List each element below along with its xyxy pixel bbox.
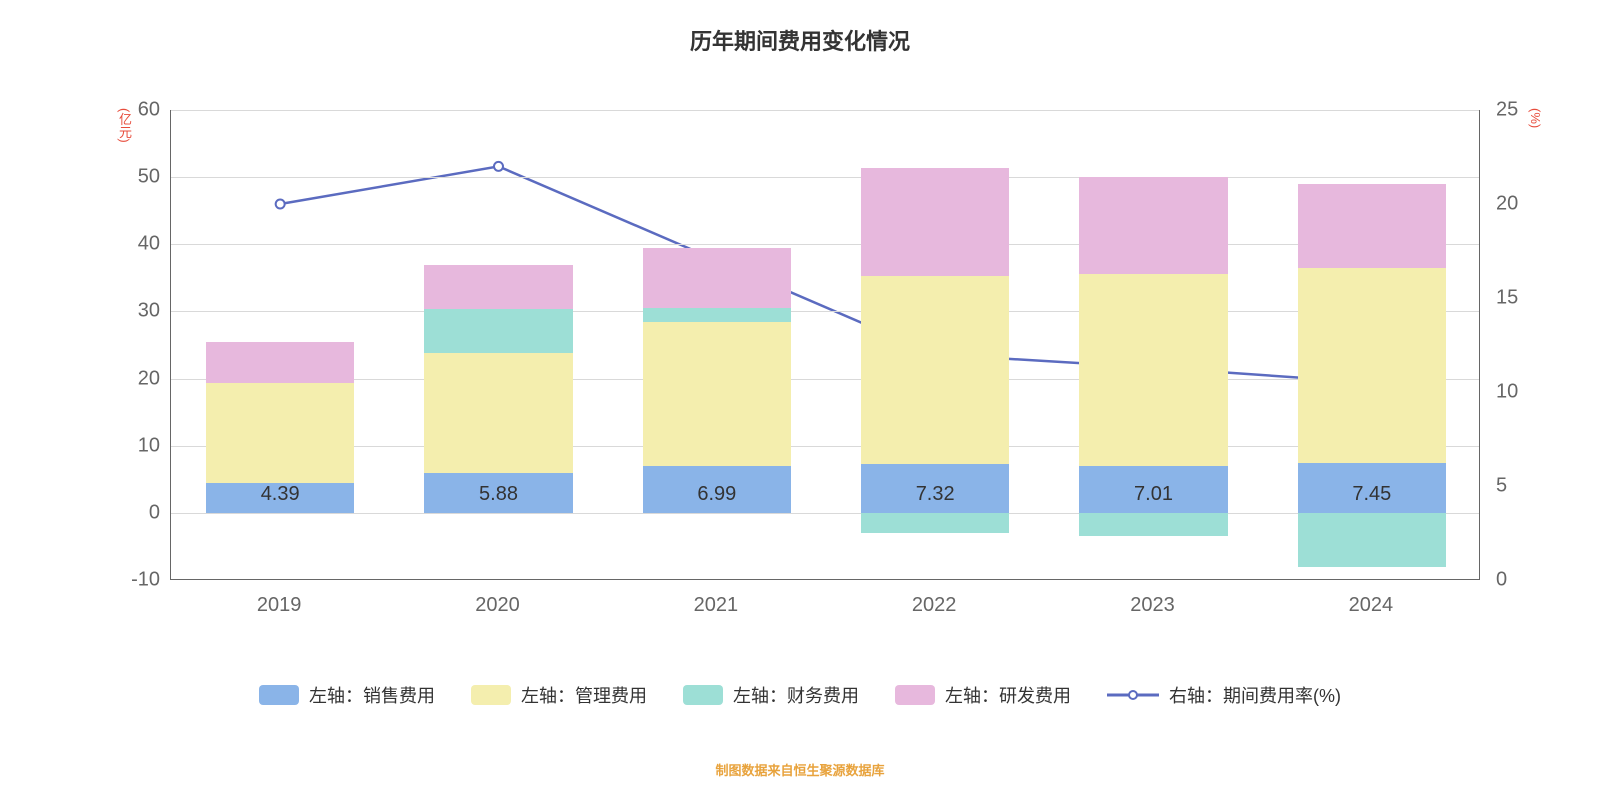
- y-right-tick-label: 5: [1496, 475, 1507, 498]
- bar-segment-finance: [861, 513, 1009, 533]
- y-right-tick-label: 25: [1496, 99, 1518, 122]
- x-tick-label: 2023: [1130, 594, 1175, 617]
- legend-swatch: [259, 685, 299, 705]
- y-left-tick-label: 40: [110, 233, 160, 256]
- bar-value-label: 4.39: [261, 483, 300, 506]
- gridline: [171, 110, 1479, 111]
- x-tick-label: 2022: [912, 594, 957, 617]
- legend-swatch: [895, 685, 935, 705]
- y-right-tick-label: 0: [1496, 569, 1507, 592]
- bar-segment-admin: [1298, 268, 1446, 463]
- bar-segment-admin: [643, 322, 791, 466]
- legend-label: 左轴：管理费用: [521, 682, 647, 708]
- gridline: [171, 177, 1479, 178]
- bar-segment-admin: [206, 383, 354, 484]
- gridline: [171, 446, 1479, 447]
- y-left-tick-label: 20: [110, 367, 160, 390]
- legend-line-icon: [1107, 685, 1159, 705]
- y-left-tick-label: 0: [110, 501, 160, 524]
- bar-segment-rd: [1079, 177, 1227, 274]
- legend-item: 右轴：期间费用率(%): [1107, 682, 1341, 708]
- line-layer: [171, 110, 1481, 580]
- gridline: [171, 513, 1479, 514]
- bar-segment-finance: [643, 308, 791, 321]
- bar-value-label: 6.99: [697, 483, 736, 506]
- x-tick-label: 2024: [1349, 594, 1394, 617]
- chart-plot-wrap: (亿元) (%) 4.395.886.997.327.017.45 -10010…: [0, 0, 1600, 800]
- y-right-axis-name: (%): [1528, 108, 1543, 128]
- line-marker: [276, 200, 285, 209]
- bar-segment-admin: [1079, 274, 1227, 465]
- line-marker: [494, 162, 503, 171]
- legend-label: 左轴：研发费用: [945, 682, 1071, 708]
- legend-label: 左轴：销售费用: [309, 682, 435, 708]
- gridline: [171, 311, 1479, 312]
- y-left-tick-label: 60: [110, 99, 160, 122]
- x-tick-label: 2021: [694, 594, 739, 617]
- y-right-tick-label: 15: [1496, 287, 1518, 310]
- gridline: [171, 379, 1479, 380]
- legend-item: 左轴：管理费用: [471, 682, 647, 708]
- bar-value-label: 5.88: [479, 483, 518, 506]
- bar-segment-rd: [424, 265, 572, 309]
- bar-segment-rd: [1298, 184, 1446, 268]
- y-left-tick-label: -10: [110, 569, 160, 592]
- y-right-tick-label: 10: [1496, 381, 1518, 404]
- y-right-tick-label: 20: [1496, 193, 1518, 216]
- bar-segment-finance: [1298, 513, 1446, 567]
- legend-swatch: [683, 685, 723, 705]
- x-tick-label: 2019: [257, 594, 302, 617]
- legend-swatch: [471, 685, 511, 705]
- bar-segment-admin: [424, 353, 572, 474]
- bar-value-label: 7.45: [1352, 483, 1391, 506]
- y-left-tick-label: 30: [110, 300, 160, 323]
- bar-segment-rd: [643, 248, 791, 308]
- bar-segment-rd: [206, 342, 354, 382]
- chart-footer-note: 制图数据来自恒生聚源数据库: [0, 760, 1600, 779]
- chart-plot-area: 4.39 5.88 6.99 7.32 7.01 7.45: [170, 110, 1480, 580]
- y-left-tick-label: 50: [110, 166, 160, 189]
- x-tick-label: 2020: [475, 594, 520, 617]
- legend-label: 右轴：期间费用率(%): [1169, 682, 1341, 708]
- legend-item: 左轴：财务费用: [683, 682, 859, 708]
- bar-segment-admin: [861, 276, 1009, 464]
- bar-value-label: 7.32: [916, 483, 955, 506]
- bar-segment-rd: [861, 168, 1009, 275]
- bar-segment-finance: [424, 309, 572, 353]
- chart-legend: 左轴：销售费用 左轴：管理费用 左轴：财务费用 左轴：研发费用 右轴：期间费用率(%): [0, 682, 1600, 708]
- bar-segment-finance: [1079, 513, 1227, 537]
- gridline: [171, 244, 1479, 245]
- legend-item: 左轴：研发费用: [895, 682, 1071, 708]
- legend-item: 左轴：销售费用: [259, 682, 435, 708]
- bar-value-label: 7.01: [1134, 483, 1173, 506]
- y-left-tick-label: 10: [110, 434, 160, 457]
- legend-label: 左轴：财务费用: [733, 682, 859, 708]
